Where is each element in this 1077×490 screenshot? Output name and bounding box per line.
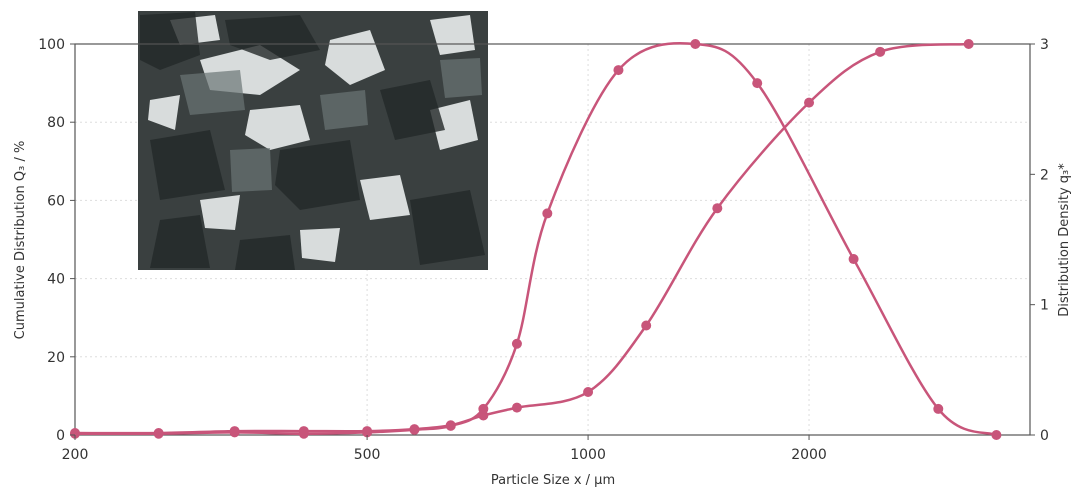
photo-gap — [360, 175, 410, 220]
photo-fragment — [225, 15, 320, 60]
photo-gap — [200, 195, 240, 230]
photo-fragment — [380, 80, 445, 140]
density-point — [362, 427, 373, 438]
photo-gap — [430, 15, 475, 55]
photo-fragment — [150, 130, 225, 200]
density-point — [752, 78, 763, 89]
plot-frame — [74, 43, 1031, 436]
photo-facet — [230, 148, 272, 192]
x-tick-label: 2000 — [791, 447, 827, 463]
density-point — [445, 420, 456, 431]
density-curve — [73, 41, 998, 437]
photo-fragment — [275, 140, 360, 210]
grid-layer — [75, 44, 1030, 435]
y-right-tick-label: 3 — [1040, 37, 1049, 53]
x-axis-title: Particle Size x / µm — [491, 473, 615, 488]
particle-photo — [138, 11, 488, 270]
photo-gap — [148, 95, 180, 130]
cumulative-point — [511, 402, 522, 413]
photo-fragment — [410, 190, 485, 265]
photo-facet — [320, 90, 368, 130]
density-point — [991, 430, 1002, 440]
x-tick-label: 1000 — [570, 447, 606, 463]
density-point — [690, 39, 701, 49]
density-point — [848, 254, 859, 265]
photo-facet — [180, 70, 245, 115]
cumulative-point — [804, 97, 815, 108]
photo-fragment — [235, 235, 295, 270]
cumulative-point — [583, 386, 594, 397]
plot-border — [74, 43, 1031, 436]
photo-facet — [440, 58, 482, 98]
photo-gap — [300, 228, 340, 262]
y-left-tick-label: 40 — [47, 272, 65, 288]
photo-fragment — [150, 215, 210, 268]
photo-gap — [430, 100, 478, 150]
y-right-tick-label: 0 — [1040, 428, 1049, 444]
density-point — [613, 65, 624, 76]
cumulative-point — [875, 46, 886, 57]
cumulative-point — [641, 320, 652, 331]
cumulative-point — [963, 39, 974, 49]
y-left-tick-label: 20 — [47, 350, 65, 366]
y-right-tick-label: 2 — [1040, 167, 1049, 183]
y-left-tick-label: 100 — [38, 37, 65, 53]
density-point — [229, 427, 240, 438]
density-point — [933, 403, 944, 414]
photo-gap — [245, 105, 310, 150]
x-tick-label: 200 — [62, 447, 89, 463]
density-point — [511, 338, 522, 349]
x-tick-label: 500 — [354, 447, 381, 463]
density-point — [153, 428, 164, 439]
cumulative-point — [712, 203, 723, 214]
y-right-axis-title: Distribution Density q₃* — [1057, 163, 1072, 317]
y-right-tick-label: 1 — [1040, 298, 1049, 314]
markers — [70, 39, 1002, 440]
density-point — [298, 428, 309, 439]
y-left-tick-label: 80 — [47, 115, 65, 131]
curves — [73, 41, 998, 437]
y-left-axis-title: Cumulative Distribution Q₃ / % — [13, 141, 28, 340]
y-left-tick-label: 0 — [56, 428, 65, 444]
cumulative-curve — [73, 42, 970, 435]
particle-photo-content — [138, 11, 488, 270]
density-point — [70, 428, 80, 439]
y-left-tick-label: 60 — [47, 193, 65, 209]
density-point — [542, 208, 553, 219]
density-point — [478, 403, 489, 414]
density-point — [409, 424, 420, 435]
photo-fragment — [140, 12, 200, 70]
